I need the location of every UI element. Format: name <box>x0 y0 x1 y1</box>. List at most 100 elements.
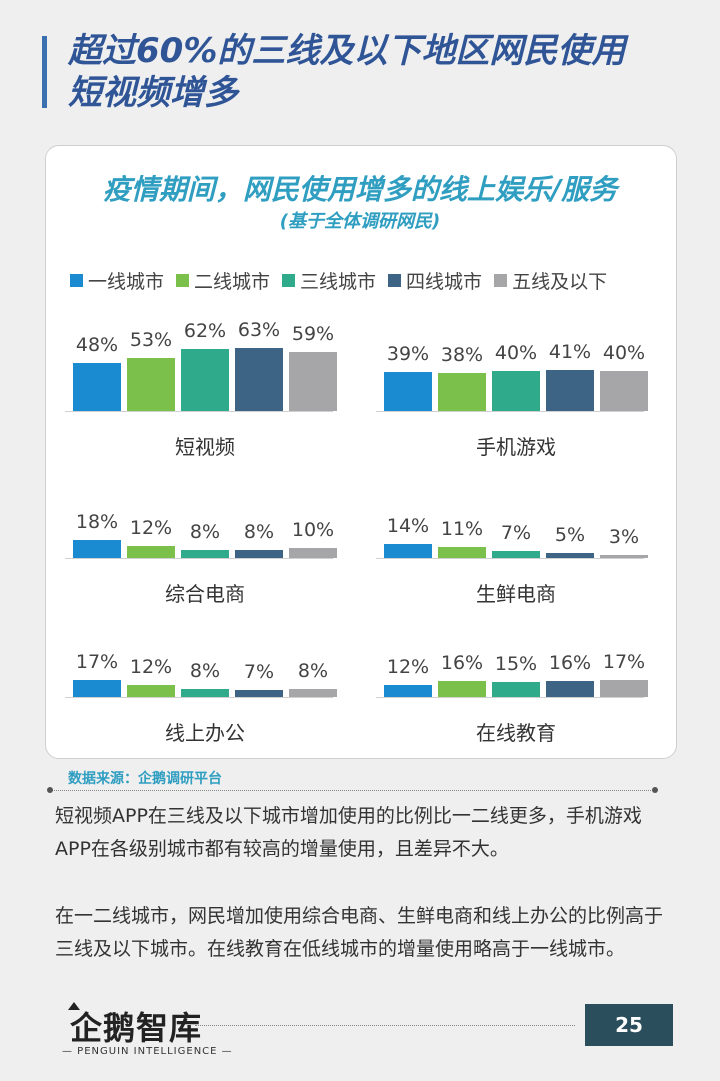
data-label: 16% <box>441 652 483 674</box>
divider-dot-left <box>47 787 53 793</box>
data-label: 7% <box>244 661 274 683</box>
legend-label: 五线及以下 <box>512 270 608 293</box>
data-label: 12% <box>130 517 172 539</box>
logo-subtitle: — PENGUIN INTELLIGENCE — <box>62 1046 233 1057</box>
bar-短视频-二线城市 <box>127 358 175 411</box>
legend-label: 三线城市 <box>300 270 377 293</box>
bar-线上办公-四线城市 <box>235 690 283 697</box>
page-title: 超过60%的三线及以下地区网民使用 短视频增多 <box>68 30 688 114</box>
source-divider <box>50 790 655 791</box>
bar-在线教育-四线城市 <box>546 681 594 697</box>
data-source: 数据来源：企鹅调研平台 <box>68 771 222 787</box>
legend-item-1: 一线城市 <box>70 267 164 294</box>
bar-手机游戏-三线城市 <box>492 371 540 411</box>
logo-text: 企鹅智库 <box>70 1009 203 1047</box>
data-label: 38% <box>441 344 483 366</box>
page-title-line2: 短视频增多 <box>68 73 238 113</box>
chart-card <box>45 145 677 759</box>
chart-title: 疫情期间，网民使用增多的线上娱乐/服务 <box>102 173 618 206</box>
bar-综合电商-四线城市 <box>235 550 283 558</box>
bar-在线教育-三线城市 <box>492 682 540 697</box>
bar-线上办公-五线及以下 <box>289 689 337 697</box>
legend-swatch <box>176 273 190 287</box>
data-label: 7% <box>501 522 531 544</box>
bar-综合电商-三线城市 <box>181 550 229 558</box>
legend-item-5: 五线及以下 <box>494 267 607 294</box>
legend-swatch <box>70 273 83 287</box>
data-label: 5% <box>555 524 585 546</box>
category-label: 在线教育 <box>476 721 556 745</box>
bar-生鲜电商-一线城市 <box>384 544 432 558</box>
page-number: 25 <box>585 1004 673 1046</box>
bar-在线教育-五线及以下 <box>600 680 648 697</box>
data-label: 62% <box>184 320 226 342</box>
data-label: 48% <box>76 334 118 356</box>
paragraph-1: 短视频APP在三线及以下城市增加使用的比例比一二线更多，手机游戏APP在各级别城… <box>55 805 642 860</box>
bar-chart: 48% 53% 62% 63% 59% 短视频 39% 38% 40% 41% 40% 手机游戏 18%… <box>65 319 648 745</box>
chart-subtitle: (基于全体调研网民) <box>279 211 441 232</box>
bar-线上办公-二线城市 <box>127 685 175 697</box>
data-label: 8% <box>244 521 274 543</box>
bar-线上办公-一线城市 <box>73 680 121 697</box>
data-label: 59% <box>292 323 334 345</box>
bar-生鲜电商-五线及以下 <box>600 555 648 558</box>
bar-线上办公-三线城市 <box>181 689 229 697</box>
bar-短视频-一线城市 <box>73 363 121 411</box>
penguin-logo-icon <box>68 1002 80 1010</box>
bar-生鲜电商-三线城市 <box>492 551 540 558</box>
divider-dot-right <box>652 787 658 793</box>
category-label: 综合电商 <box>165 582 245 606</box>
chart-legend: 一线城市 二线城市 三线城市 四线城市 五线及以下 <box>70 267 690 293</box>
bar-生鲜电商-二线城市 <box>438 547 486 558</box>
legend-item-4: 四线城市 <box>388 267 482 294</box>
data-label: 8% <box>298 660 328 682</box>
data-label: 41% <box>549 341 591 363</box>
data-label: 18% <box>76 511 118 533</box>
data-label: 40% <box>603 342 645 364</box>
data-label: 12% <box>130 656 172 678</box>
category-label: 短视频 <box>175 435 235 459</box>
legend-label: 一线城市 <box>88 270 165 293</box>
legend-item-3: 三线城市 <box>282 267 376 294</box>
data-label: 40% <box>495 342 537 364</box>
data-label: 12% <box>387 656 429 678</box>
bar-手机游戏-五线及以下 <box>600 371 648 411</box>
bar-短视频-五线及以下 <box>289 352 337 411</box>
category-label: 生鲜电商 <box>476 582 556 606</box>
bar-综合电商-一线城市 <box>73 540 121 558</box>
bar-手机游戏-二线城市 <box>438 373 486 411</box>
data-label: 14% <box>387 515 429 537</box>
data-label: 39% <box>387 343 429 365</box>
bar-综合电商-五线及以下 <box>289 548 337 558</box>
legend-swatch <box>282 273 296 287</box>
legend-item-2: 二线城市 <box>176 267 270 294</box>
bar-在线教育-二线城市 <box>438 681 486 697</box>
bar-手机游戏-一线城市 <box>384 372 432 411</box>
data-label: 15% <box>495 653 537 675</box>
data-label: 17% <box>76 651 118 673</box>
legend-label: 二线城市 <box>194 270 271 293</box>
data-label: 63% <box>238 319 280 341</box>
paragraph-2: 在一二线城市，网民增加使用综合电商、生鲜电商和线上办公的比例高于三线及以下城市。… <box>55 905 664 960</box>
data-label: 3% <box>609 526 639 548</box>
legend-label: 四线城市 <box>406 270 483 293</box>
data-label: 17% <box>603 651 645 673</box>
legend-swatch <box>388 273 402 287</box>
bar-生鲜电商-四线城市 <box>546 553 594 558</box>
data-label: 11% <box>441 518 483 540</box>
bar-手机游戏-四线城市 <box>546 370 594 411</box>
category-label: 线上办公 <box>165 721 245 745</box>
category-label: 手机游戏 <box>476 435 556 459</box>
footer-divider <box>195 1025 575 1026</box>
data-label: 53% <box>130 329 172 351</box>
page-title-line1: 超过60%的三线及以下地区网民使用 <box>68 31 626 71</box>
data-label: 10% <box>292 519 334 541</box>
data-label: 8% <box>190 521 220 543</box>
bar-短视频-三线城市 <box>181 349 229 411</box>
legend-swatch <box>494 273 508 287</box>
bar-短视频-四线城市 <box>235 348 283 411</box>
data-label: 8% <box>190 660 220 682</box>
bar-在线教育-一线城市 <box>384 685 432 697</box>
data-label: 16% <box>549 652 591 674</box>
bar-综合电商-二线城市 <box>127 546 175 558</box>
